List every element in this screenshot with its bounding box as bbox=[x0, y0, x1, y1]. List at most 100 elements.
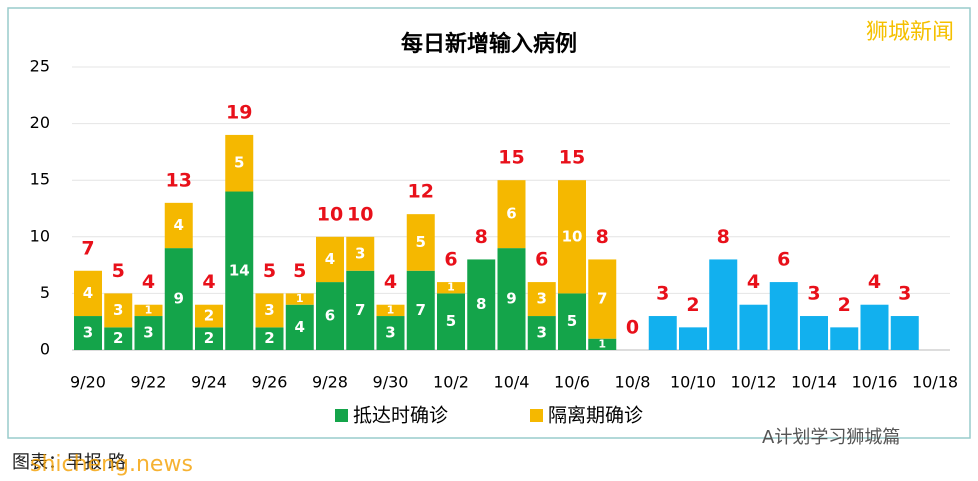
bar-segment bbox=[558, 293, 586, 350]
segment-label: 1 bbox=[387, 303, 395, 316]
total-label: 7 bbox=[81, 237, 94, 259]
total-label: 8 bbox=[717, 226, 730, 248]
segment-label: 5 bbox=[446, 312, 456, 330]
y-tick-label: 15 bbox=[30, 170, 50, 189]
segment-label: 3 bbox=[143, 324, 153, 342]
watermark: 狮城新闻 bbox=[866, 20, 954, 45]
segment-label: 2 bbox=[204, 307, 214, 325]
x-tick-label: 10/4 bbox=[494, 373, 530, 392]
total-label: 6 bbox=[535, 249, 548, 271]
bar-segment bbox=[860, 304, 889, 350]
bar-segment bbox=[558, 180, 586, 294]
segment-label: 1 bbox=[447, 281, 455, 294]
bar-segment bbox=[739, 304, 768, 350]
segment-label: 3 bbox=[385, 324, 395, 342]
segment-label: 5 bbox=[234, 154, 244, 172]
bar-segment bbox=[134, 316, 163, 350]
caption: 图表：早报 路 bbox=[12, 452, 126, 473]
segment-label: 8 bbox=[476, 295, 486, 313]
segment-label: 7 bbox=[597, 290, 607, 308]
bar-segment bbox=[890, 316, 919, 350]
bar-segment bbox=[679, 327, 707, 350]
total-label: 8 bbox=[596, 226, 609, 248]
bar-segment bbox=[104, 293, 133, 328]
legend-swatch bbox=[335, 409, 348, 422]
segment-label: 7 bbox=[416, 301, 426, 319]
y-tick-label: 5 bbox=[40, 283, 50, 302]
bar-segment bbox=[376, 304, 405, 317]
segment-label: 14 bbox=[229, 261, 250, 279]
bar-segment bbox=[437, 282, 465, 294]
y-tick-label: 25 bbox=[30, 57, 50, 76]
bar-segment bbox=[285, 293, 314, 305]
bar-segment bbox=[497, 180, 526, 249]
total-label: 13 bbox=[166, 169, 192, 191]
x-tick-label: 10/6 bbox=[554, 373, 590, 392]
bar-segment bbox=[527, 282, 556, 317]
segment-label: 5 bbox=[567, 312, 577, 330]
total-label: 12 bbox=[408, 181, 434, 203]
x-tick-label: 9/30 bbox=[373, 373, 409, 392]
bar-segment bbox=[134, 304, 163, 317]
bar-segment bbox=[406, 270, 435, 350]
bar-segment bbox=[800, 316, 828, 350]
bar-segment bbox=[346, 236, 375, 271]
total-label: 15 bbox=[559, 147, 585, 169]
x-tick-label: 10/12 bbox=[730, 373, 776, 392]
bar-segment bbox=[769, 282, 798, 350]
total-label: 6 bbox=[444, 249, 457, 271]
segment-label: 9 bbox=[174, 290, 184, 308]
total-label: 4 bbox=[384, 271, 397, 293]
x-tick-label: 9/20 bbox=[70, 373, 106, 392]
segment-label: 2 bbox=[204, 329, 214, 347]
bar-segment bbox=[255, 293, 284, 328]
total-label: 10 bbox=[317, 203, 343, 225]
total-label: 3 bbox=[656, 283, 669, 305]
bar-segment bbox=[527, 316, 556, 350]
segment-label: 6 bbox=[325, 307, 335, 325]
bar-segment bbox=[709, 259, 738, 350]
bar-segment bbox=[255, 327, 284, 350]
total-label: 3 bbox=[898, 283, 911, 305]
segment-label: 3 bbox=[537, 324, 547, 342]
bar-segment bbox=[285, 304, 314, 350]
total-label: 5 bbox=[263, 260, 276, 282]
segment-label: 5 bbox=[416, 233, 426, 251]
y-tick-label: 0 bbox=[40, 340, 50, 359]
segment-label: 10 bbox=[562, 227, 583, 245]
segment-label: 4 bbox=[83, 284, 93, 302]
bar-segment bbox=[588, 259, 617, 339]
bar-segment bbox=[164, 248, 193, 350]
wechat: A计划学习狮城篇 bbox=[762, 427, 900, 448]
segment-label: 4 bbox=[325, 250, 335, 268]
x-tick-label: 10/18 bbox=[912, 373, 958, 392]
total-label: 6 bbox=[777, 249, 790, 271]
total-label: 5 bbox=[293, 260, 306, 282]
site-watermark: shicheng.news bbox=[30, 452, 193, 477]
bar-segment bbox=[830, 327, 859, 350]
segment-label: 6 bbox=[506, 205, 516, 223]
segment-label: 1 bbox=[145, 303, 153, 316]
x-tick-label: 9/28 bbox=[312, 373, 348, 392]
x-tick-label: 10/10 bbox=[670, 373, 716, 392]
bar-segment bbox=[406, 214, 435, 271]
x-tick-label: 10/2 bbox=[433, 373, 469, 392]
total-label: 4 bbox=[202, 271, 215, 293]
segment-label: 2 bbox=[113, 329, 123, 347]
bar-segment bbox=[225, 191, 254, 350]
x-tick-label: 10/14 bbox=[791, 373, 837, 392]
bar-segment bbox=[316, 282, 344, 350]
total-label: 3 bbox=[807, 283, 820, 305]
x-tick-label: 9/24 bbox=[191, 373, 227, 392]
segment-label: 1 bbox=[598, 337, 606, 350]
segment-label: 1 bbox=[296, 292, 304, 305]
segment-label: 4 bbox=[174, 216, 184, 234]
segment-label: 7 bbox=[355, 301, 365, 319]
segment-label: 4 bbox=[295, 318, 305, 336]
legend-swatch bbox=[530, 409, 543, 422]
bar-segment bbox=[225, 134, 254, 192]
legend-label: 隔离期确诊 bbox=[548, 405, 643, 427]
x-tick-label: 10/8 bbox=[615, 373, 651, 392]
segment-label: 9 bbox=[506, 290, 516, 308]
